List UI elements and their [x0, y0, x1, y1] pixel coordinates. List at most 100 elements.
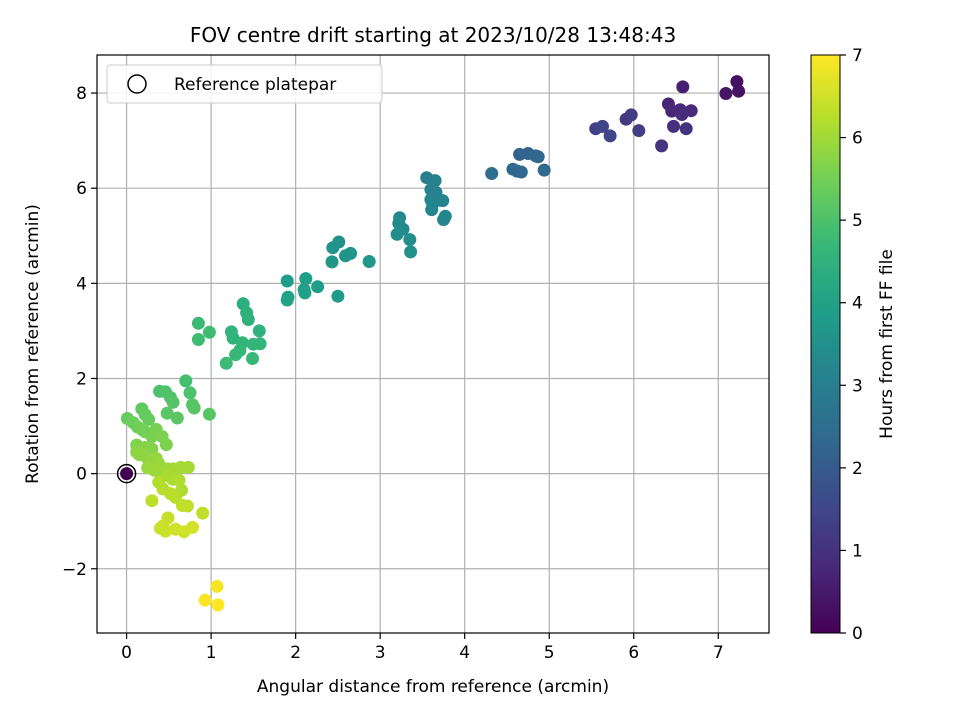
colorbar-tick-label: 5	[852, 211, 863, 231]
data-point	[202, 325, 216, 339]
y-axis-label: Rotation from reference (arcmin)	[23, 204, 43, 484]
data-point	[159, 524, 172, 538]
data-point	[219, 356, 233, 370]
data-point	[596, 119, 609, 133]
data-point	[280, 293, 294, 307]
data-point	[181, 460, 195, 474]
data-point	[732, 84, 746, 98]
data-point	[252, 324, 266, 338]
data-points	[116, 75, 746, 612]
colorbar-tick-label: 2	[852, 459, 863, 479]
colorbar-ticks: 0 1 2 3 4 5 6 7	[840, 46, 863, 644]
data-point	[425, 203, 439, 217]
data-point	[159, 438, 173, 452]
data-point	[179, 374, 193, 388]
data-point	[730, 75, 744, 89]
data-point	[362, 255, 376, 268]
data-point	[632, 124, 646, 138]
data-point	[403, 233, 417, 247]
x-tick-label: 2	[290, 643, 301, 663]
x-tick-label: 4	[459, 643, 470, 663]
data-point	[667, 119, 680, 133]
data-point	[326, 241, 340, 255]
colorbar-tick-label: 1	[852, 541, 863, 561]
data-point	[160, 406, 174, 420]
y-tick-label: 0	[76, 465, 87, 485]
data-point	[191, 316, 205, 330]
data-point	[339, 249, 352, 263]
data-point	[280, 274, 294, 288]
data-point	[325, 255, 339, 269]
data-point	[229, 348, 243, 362]
data-point	[436, 194, 450, 208]
x-tick-label: 0	[121, 643, 132, 663]
x-tick-label: 7	[713, 643, 724, 663]
data-point	[675, 108, 689, 121]
data-point	[437, 213, 451, 227]
y-tick-label: 6	[76, 179, 87, 199]
legend-marker	[127, 74, 147, 94]
colorbar-tick-label: 0	[852, 624, 863, 644]
data-point	[390, 227, 404, 241]
data-point	[676, 80, 690, 94]
data-point	[198, 593, 212, 607]
y-tick-label: 4	[76, 274, 87, 294]
data-point	[299, 272, 313, 286]
data-point	[170, 411, 184, 425]
data-point	[191, 333, 205, 346]
data-point	[246, 352, 259, 365]
data-point	[145, 494, 159, 508]
data-point	[404, 245, 418, 259]
data-point	[485, 167, 499, 180]
x-axis-ticks: 0 1 2 3 4 5 6 7	[121, 633, 724, 663]
x-tick-label: 1	[206, 643, 217, 663]
data-point	[142, 412, 156, 426]
data-point	[719, 87, 733, 100]
colorbar-label: Hours from first FF file	[877, 249, 897, 439]
colorbar-tick-label: 3	[852, 376, 863, 396]
data-point	[196, 506, 210, 520]
legend: Reference platepar	[106, 64, 383, 104]
reference-point	[120, 467, 134, 481]
y-tick-label: 2	[76, 369, 87, 389]
data-point	[186, 520, 199, 534]
data-point	[311, 280, 325, 294]
y-tick-label: −2	[62, 560, 87, 580]
legend-box	[106, 64, 383, 104]
data-point	[210, 579, 224, 593]
x-tick-label: 3	[375, 643, 386, 663]
data-point	[202, 407, 216, 421]
data-point	[537, 163, 551, 177]
x-tick-label: 5	[544, 643, 555, 663]
colorbar-tick-label: 6	[852, 129, 863, 149]
data-point	[603, 129, 617, 143]
data-point	[211, 598, 225, 612]
colorbar: 0 1 2 3 4 5 6 7 Hours from first FF file	[810, 46, 897, 644]
legend-label: Reference platepar	[174, 75, 336, 95]
plot-frame	[96, 54, 770, 634]
colorbar-tick-label: 7	[852, 46, 863, 66]
reference-marker	[116, 463, 137, 484]
data-point	[187, 401, 201, 415]
data-point	[241, 313, 255, 326]
colorbar-gradient	[810, 54, 841, 634]
y-axis-ticks: −2 0 2 4 6 8	[62, 84, 97, 580]
data-point	[624, 108, 638, 122]
y-tick-label: 8	[76, 84, 87, 104]
x-axis-label: Angular distance from reference (arcmin)	[257, 677, 609, 697]
data-point	[331, 289, 345, 303]
data-point	[183, 386, 197, 400]
data-point	[172, 473, 186, 487]
data-point	[679, 122, 693, 136]
data-point	[166, 395, 180, 409]
chart-title: FOV centre drift starting at 2023/10/28 …	[190, 23, 676, 47]
data-point	[655, 139, 669, 153]
data-point	[298, 286, 312, 300]
data-point	[180, 499, 194, 513]
colorbar-tick-label: 4	[852, 294, 863, 314]
data-point	[253, 337, 267, 351]
data-point	[514, 165, 528, 179]
x-tick-label: 6	[628, 643, 639, 663]
data-point	[531, 150, 545, 164]
